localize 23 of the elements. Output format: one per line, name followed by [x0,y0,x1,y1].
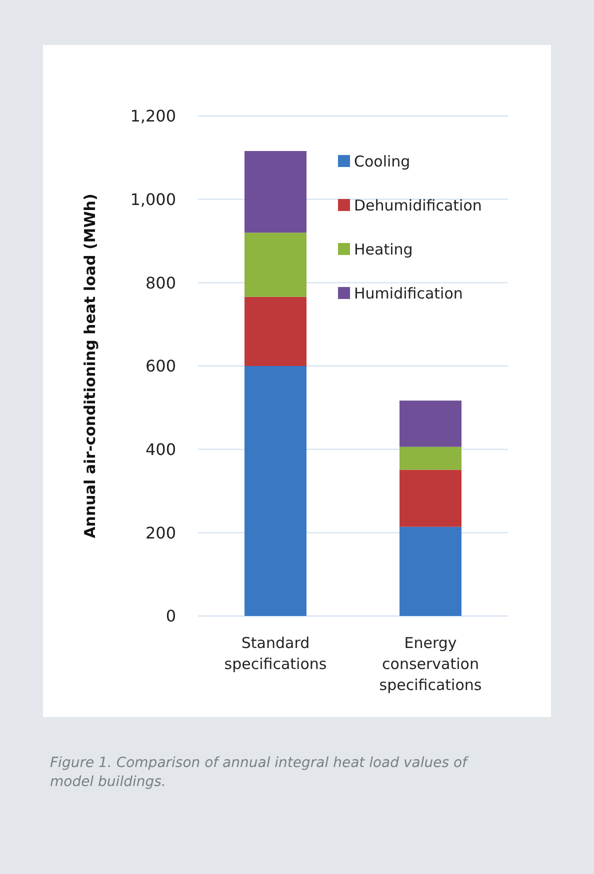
bar [400,400,462,447]
y-tick-label: 1,200 [130,106,176,126]
y-tick-label: 1,000 [130,190,176,209]
y-tick-label: 800 [145,273,176,292]
bar [244,296,306,366]
caption: Figure 1. Comparison of annual integral heat load values of model buildings. [50,755,470,790]
bar [244,232,306,297]
legend-label: Dehumidification [354,196,482,214]
y-axis-title: Annual air-conditioning heat load (MWh) [81,194,99,538]
y-tick-label: 0 [166,606,176,626]
legend-label: Heating [354,240,413,258]
legend-label: Cooling [354,152,410,170]
y-tick-label: 600 [145,356,176,376]
bar [400,526,462,616]
bar [244,366,306,616]
bar [244,151,306,233]
y-tick-label: 200 [145,523,176,542]
x-tick-label: Energy conservation specifications [379,634,482,694]
x-tick-label: Standard specifications [224,634,327,673]
bar [400,470,462,527]
y-tick-label: 400 [145,440,176,459]
bar [400,446,462,470]
legend-label: Humidification [354,284,463,302]
